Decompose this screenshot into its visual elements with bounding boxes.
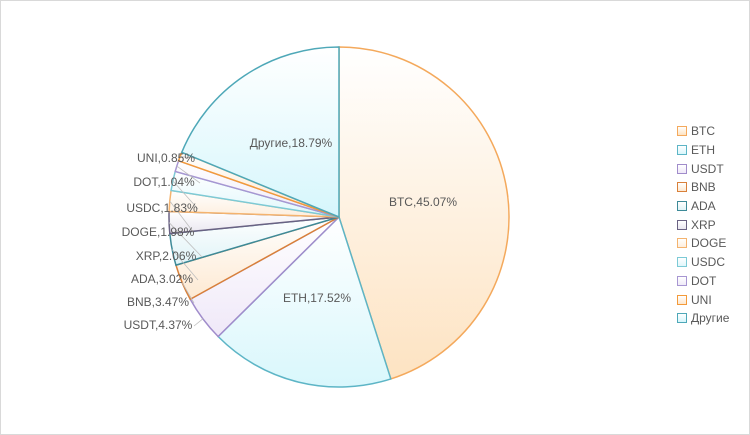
data-label-usdt: USDT,4.37% [124,318,193,332]
legend-label: XRP [691,217,716,232]
leader-line-ada [171,249,199,281]
data-label-dot: DOT,1.04% [133,175,195,189]
legend-swatch [677,163,687,174]
data-label-другие: Другие,18.79% [250,136,333,150]
leader-line-bnb [181,282,195,304]
slice-eth [217,215,392,388]
legend-swatch [677,201,687,212]
legend-swatch [677,145,687,156]
legend-item-ada: ADA [677,197,729,216]
leader-line-usdc [172,180,199,210]
legend-label: DOT [691,273,717,288]
legend-item-другие: Другие [677,309,729,328]
legend-swatch [677,294,687,305]
data-label-bnb: BNB,3.47% [127,295,189,309]
leader-line-dot [176,165,201,184]
data-label-ada: ADA,3.02% [131,272,193,286]
leader-line-doge [169,200,195,234]
legend-swatch [677,126,687,137]
legend-swatch [677,182,687,193]
leader-line-xrp [168,222,203,258]
legend-item-btc: BTC [677,122,729,141]
leader-line-usdt [193,318,204,327]
legend-label: ETH [691,143,715,158]
legend-label: USDC [691,255,726,270]
slice-другие [180,46,340,219]
legend-label: ADA [691,199,716,214]
legend-swatch [677,219,687,230]
legend-label: Другие [691,311,730,326]
legend-item-usdt: USDT [677,159,729,178]
legend-label: BTC [691,124,715,139]
data-label-usdc: USDC,1.83% [126,201,198,215]
legend-item-bnb: BNB [677,178,729,197]
legend-item-eth: ETH [677,141,729,160]
legend-swatch [677,257,687,268]
legend: BTC ETH USDT BNB ADA XRP DOGE USDC DOT UNI Другие [677,122,729,328]
legend-item-doge: DOGE [677,234,729,253]
legend-label: USDT [691,161,724,176]
legend-item-dot: DOT [677,272,729,291]
legend-label: BNB [691,180,716,195]
legend-item-uni: UNI [677,290,729,309]
slice-btc [338,46,510,380]
legend-label: DOGE [691,236,727,251]
legend-label: UNI [691,292,712,307]
data-label-xrp: XRP,2.06% [136,249,197,263]
data-label-uni: UNI,0.85% [137,151,195,165]
legend-swatch [677,275,687,286]
legend-swatch [677,238,687,249]
data-label-btc: BTC,45.07% [389,195,457,209]
data-label-doge: DOGE,1.98% [122,225,195,239]
data-label-eth: ETH,17.52% [283,291,351,305]
legend-item-usdc: USDC [677,253,729,272]
legend-item-xrp: XRP [677,215,729,234]
legend-swatch [677,313,687,324]
